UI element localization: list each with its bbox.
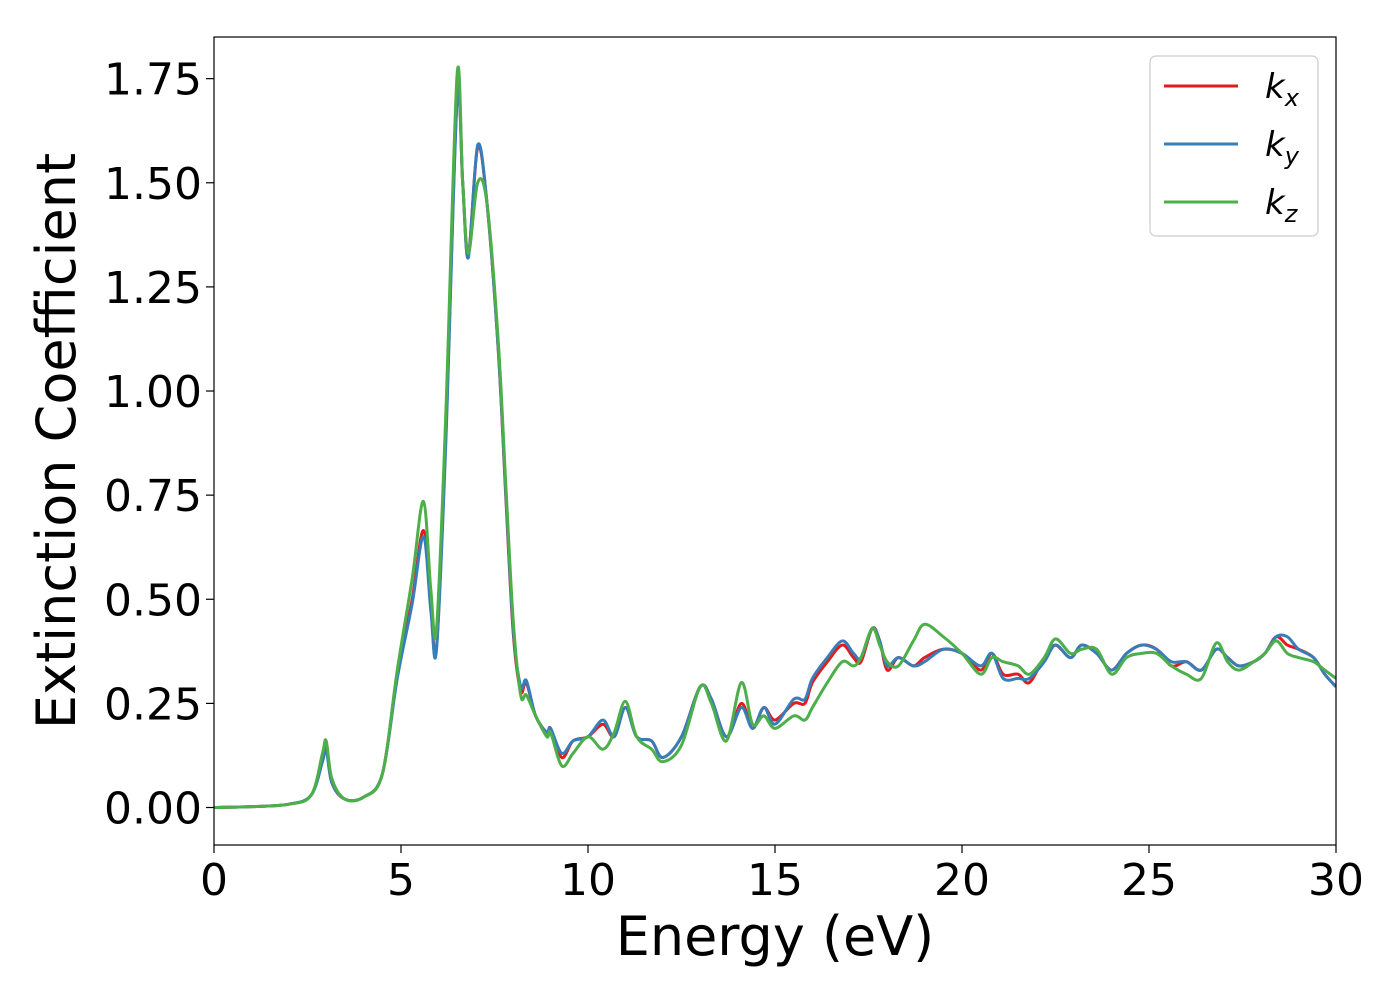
legend: kx ky kz	[1149, 55, 1319, 237]
y-tick-label: 0.25	[104, 679, 202, 730]
legend-label-y: ky	[1265, 125, 1300, 170]
legend-box	[1149, 55, 1319, 237]
legend-label-z: kz	[1265, 183, 1299, 228]
y-tick-label: 0.00	[104, 784, 202, 835]
y-axis: 0.00 0.25 0.50 0.75 1.00 1.25 1.50 1.75	[104, 55, 214, 835]
x-axis-label: Energy (eV)	[616, 905, 935, 968]
y-tick-label: 1.50	[104, 159, 202, 210]
x-tick-label: 20	[934, 855, 990, 906]
x-tick-label: 5	[387, 855, 415, 906]
y-tick-label: 1.25	[104, 263, 202, 314]
legend-label-x: kx	[1265, 67, 1300, 112]
series-layer	[214, 65, 1336, 810]
x-tick-label: 15	[747, 855, 803, 906]
y-axis-label: Extinction Coefficient	[25, 153, 88, 729]
y-tick-label: 1.75	[104, 55, 202, 106]
series-line-kz	[214, 65, 1336, 810]
plot-area	[214, 37, 1336, 845]
y-tick-label: 0.75	[104, 471, 202, 522]
x-tick-label: 0	[200, 855, 228, 906]
x-tick-label: 30	[1308, 855, 1364, 906]
y-tick-label: 1.00	[104, 367, 202, 418]
x-tick-label: 10	[560, 855, 616, 906]
y-tick-label: 0.50	[104, 575, 202, 626]
x-axis: 0 5 10 15 20 25 30	[200, 845, 1364, 906]
x-tick-label: 25	[1121, 855, 1177, 906]
